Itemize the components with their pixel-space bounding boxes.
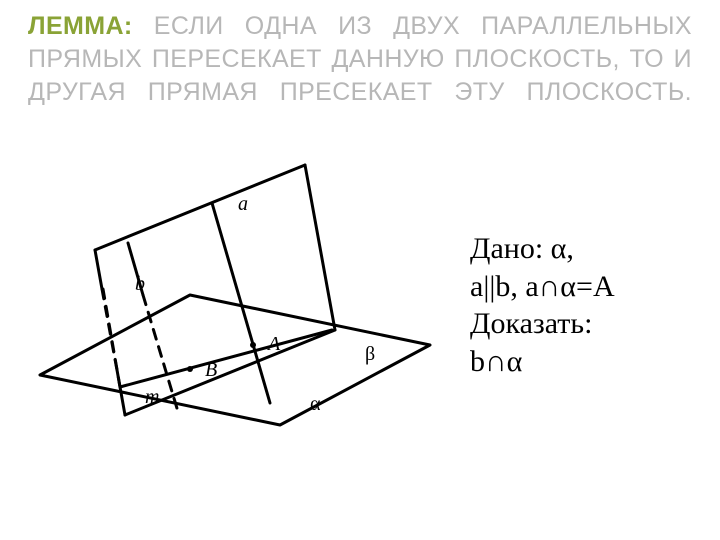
lemma-title: ЛЕММА: ЕСЛИ ОДНА ИЗ ДВУХ ПАРАЛЛЕЛЬНЫХ ПР… [28,10,692,109]
given-line-4: b∩α [470,343,700,381]
svg-text:B: B [205,359,217,381]
svg-text:b: b [135,273,145,295]
svg-text:α: α [310,393,321,415]
slide: ЛЕММА: ЕСЛИ ОДНА ИЗ ДВУХ ПАРАЛЛЕЛЬНЫХ ПР… [0,0,720,540]
given-line-1: Дано: α, [470,230,700,268]
given-line-3: Доказать: [470,305,700,343]
given-line-2: a||b, a∩α=A [470,268,700,306]
geometry-diagram: α β a b m A B [20,155,450,455]
svg-text:a: a [238,193,248,215]
lemma-label: ЛЕММА: [28,12,133,40]
svg-text:m: m [145,386,159,408]
given-block: Дано: α, a||b, a∩α=A Доказать: b∩α [470,230,700,380]
svg-text:β: β [365,343,375,365]
svg-text:A: A [266,333,281,355]
